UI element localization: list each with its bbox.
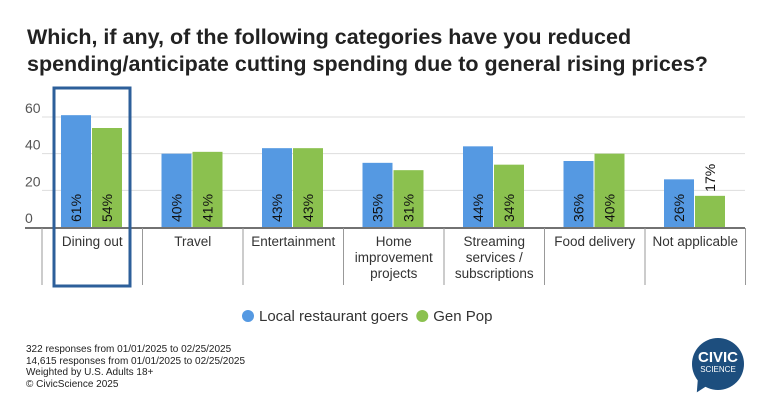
logo-text: CIVIC (697, 349, 738, 366)
note: © CivicScience 2025 (26, 378, 119, 390)
x-tick-label: subscriptions (455, 266, 534, 281)
note: 322 responses from 01/01/2025 to 02/25/2… (26, 344, 232, 355)
data-label: 44% (470, 194, 486, 222)
bar-gen-pop (494, 164, 524, 227)
y-tick-label: 0 (25, 210, 33, 226)
data-label: 31% (401, 194, 417, 222)
bar-local-restaurant-goers (61, 115, 91, 227)
legend-marker (416, 310, 429, 322)
highlight-box (52, 86, 132, 288)
data-label: 40% (602, 194, 618, 222)
chart-title: Which, if any, of the following categori… (27, 25, 708, 76)
bar-gen-pop (695, 195, 725, 227)
bar-gen-pop (594, 153, 625, 227)
data-label: 36% (571, 194, 587, 222)
x-tick-label: Streaming (463, 234, 525, 249)
data-label: 41% (200, 194, 216, 222)
bar-gen-pop (293, 148, 323, 227)
note: 14,615 responses from 01/01/2025 to 02/2… (26, 355, 246, 367)
y-tick-label: 40 (25, 137, 41, 153)
data-label: 40% (169, 194, 185, 222)
x-tick-label: Home (376, 234, 412, 249)
x-tick-label: improvement (355, 250, 433, 265)
data-label: 43% (300, 194, 316, 222)
bar-gen-pop (192, 151, 223, 227)
data-label: 54% (99, 194, 115, 222)
x-tick-label: Dining out (62, 234, 123, 249)
y-tick-label: 60 (25, 100, 41, 116)
bar-local-restaurant-goers (362, 162, 393, 227)
data-label: 35% (370, 194, 386, 222)
data-label: 17% (702, 164, 718, 192)
footnotes: 322 responses from 01/01/2025 to 02/25/2… (26, 344, 245, 390)
x-tick-label: Travel (174, 234, 211, 249)
bar-local-restaurant-goers (262, 148, 292, 227)
x-tick-label: Food delivery (554, 234, 635, 249)
bar-local-restaurant-goers (463, 146, 493, 227)
x-tick-label: services / (466, 250, 523, 265)
data-label: 43% (269, 194, 285, 222)
data-label: 61% (68, 194, 84, 222)
bar-gen-pop (92, 128, 122, 227)
legend-label: Gen Pop (433, 308, 492, 325)
x-tick-label: Not applicable (652, 234, 738, 249)
civicscience-logo: CIVIC SCIENCE (691, 338, 744, 397)
bar-local-restaurant-goers (664, 179, 694, 227)
data-label: 34% (501, 194, 517, 222)
bar-local-restaurant-goers (563, 161, 594, 227)
note: Weighted by U.S. Adults 18+ (26, 367, 154, 378)
legend-marker (242, 310, 254, 322)
y-tick-label: 20 (25, 173, 41, 189)
bar-local-restaurant-goers (161, 153, 192, 227)
x-tick-label: Entertainment (251, 234, 335, 249)
x-tick-label: projects (370, 266, 418, 281)
bar-gen-pop (393, 170, 424, 227)
data-label: 26% (671, 194, 687, 222)
logo-text: SCIENCE (700, 365, 736, 374)
legend-label: Local restaurant goers (259, 308, 408, 325)
